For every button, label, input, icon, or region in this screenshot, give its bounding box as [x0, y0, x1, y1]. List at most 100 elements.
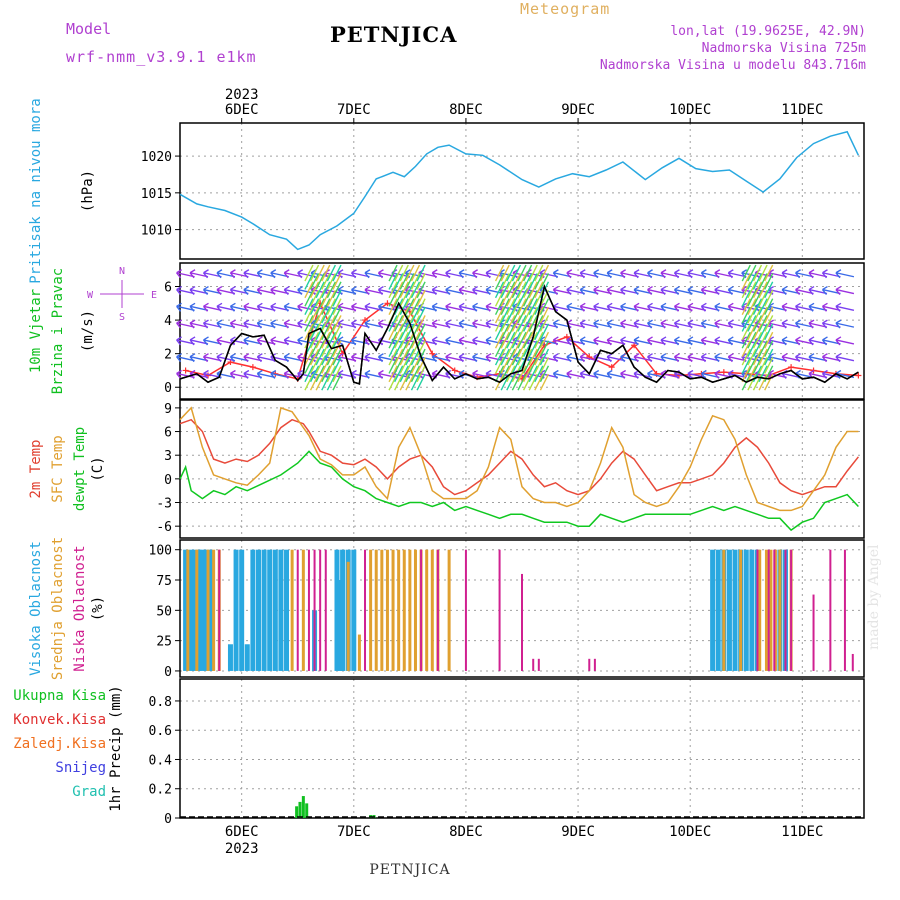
wind-arrow-strong	[388, 315, 398, 332]
location-coords: lon,lat (19.9625E, 42.9N)	[670, 24, 866, 39]
wind-arrow	[431, 319, 451, 329]
temperature-ytick-label: 0	[164, 473, 172, 488]
wind-arrow	[377, 285, 397, 295]
wind-arrow	[795, 269, 814, 279]
wind-arrow-strong	[315, 348, 325, 366]
wind-arrow-strong	[321, 315, 331, 332]
wind-arrow	[660, 336, 680, 346]
wind-arrow-strong	[394, 306, 404, 324]
wind-arrow-strong	[410, 357, 421, 374]
wind-arrow-strong	[321, 331, 331, 349]
cloud-bar	[739, 549, 743, 671]
wind-arrow-strong	[321, 365, 331, 383]
wind-arrow-strong	[522, 273, 533, 290]
wind-arrow	[229, 369, 249, 379]
top-day-label: 6DEC	[225, 102, 259, 118]
wind-arrow	[620, 269, 639, 279]
wind-arrow	[256, 302, 276, 312]
wind-arrow-strong	[528, 365, 538, 383]
wind-arrow-strong	[511, 323, 522, 341]
wind-arrow-strong	[494, 306, 505, 324]
wind-arrow	[579, 336, 599, 346]
cloud-bar	[498, 549, 501, 671]
wind-arrow	[633, 269, 653, 279]
bottom-day-label: 8DEC	[449, 824, 483, 840]
temperature-ytick-label: 9	[164, 402, 172, 417]
product-title: Meteogram	[520, 0, 611, 18]
wind-arrow	[795, 319, 814, 329]
wind-arrow	[485, 336, 505, 346]
temperature-ylabel: 2m Temp	[28, 439, 44, 498]
wind-arrow-strong	[332, 357, 342, 374]
wind-arrow	[795, 302, 814, 312]
wind-arrow-strong	[506, 357, 516, 374]
cloud-bar	[391, 549, 395, 671]
wind-arrow-strong	[511, 365, 522, 383]
wind-gust-marker	[384, 300, 391, 307]
wind-arrow	[620, 336, 639, 346]
wind-arrow-strong	[399, 365, 409, 383]
precip-frame	[179, 678, 865, 819]
wind-arrow-strong	[332, 323, 342, 341]
wind-arrow-strong	[309, 273, 320, 290]
wind-arrow	[176, 269, 195, 279]
wind-arrow-strong	[534, 348, 544, 366]
wind-arrow	[606, 302, 626, 312]
wind-arrow	[579, 369, 599, 379]
wind-arrow	[176, 369, 195, 379]
wind-arrow-strong	[741, 298, 751, 315]
wind-arrow	[283, 285, 303, 295]
wind-arrow	[350, 353, 370, 363]
cloud-bar	[413, 549, 417, 671]
wind-arrow	[647, 336, 666, 346]
precip-ytick-label: 0.6	[149, 724, 172, 739]
wind-arrow-strong	[309, 331, 320, 349]
wind-arrow	[700, 336, 720, 346]
wind-arrow	[472, 353, 491, 363]
wind-arrow-strong	[405, 323, 415, 341]
wind-arrow	[835, 336, 855, 346]
wind-arrow-strong	[494, 340, 505, 357]
wind-arrow	[714, 302, 733, 312]
wind-arrow-strong	[747, 348, 757, 366]
wind-arrow	[202, 285, 222, 295]
cloud-bar	[380, 549, 384, 671]
wind-arrow-strong	[326, 365, 337, 383]
wind-arrow-strong	[534, 365, 544, 383]
wind-arrow-strong	[416, 340, 426, 357]
wind-arrow-strong	[500, 348, 510, 366]
wind-gust-marker	[429, 350, 436, 357]
cloud-bar	[203, 549, 209, 671]
wind-arrow-strong	[517, 348, 527, 366]
cloud-bar	[722, 549, 726, 671]
wind-arrow-strong	[399, 281, 409, 299]
wind-arrow	[700, 285, 720, 295]
wind-arrow-strong	[741, 357, 751, 374]
wind-arrow-strong	[394, 340, 404, 357]
wind-arrow-strong	[394, 289, 404, 307]
wind-arrow	[229, 285, 249, 295]
wind-arrow	[579, 302, 599, 312]
wind-arrow-strong	[500, 315, 510, 332]
wind-arrow-strong	[315, 365, 325, 383]
cloud-bar	[199, 549, 205, 671]
wind-arrow-strong	[764, 298, 774, 315]
cloud-bar	[430, 549, 434, 671]
wind-arrow	[270, 336, 289, 346]
wind-arrow	[243, 319, 263, 329]
model-name: wrf-nmm_v3.9.1 e1km	[66, 48, 257, 66]
cloud-bar	[357, 634, 361, 671]
wind-arrow-strong	[747, 315, 757, 332]
wind-arrow-strong	[528, 340, 538, 357]
wind-arrow	[202, 319, 222, 329]
wind-arrow-strong	[758, 273, 768, 290]
clouds-ylabel: Niska Oblacnost	[72, 545, 88, 671]
wind-arrow-strong	[494, 315, 505, 332]
wind-arrow-strong	[752, 348, 763, 366]
cloud-bar	[186, 549, 190, 671]
wind-arrow	[700, 269, 720, 279]
wind-arrow-strong	[534, 273, 544, 290]
wind-gust-marker	[788, 364, 795, 371]
wind-arrow-strong	[410, 298, 421, 315]
wind-arrow-strong	[506, 264, 516, 282]
